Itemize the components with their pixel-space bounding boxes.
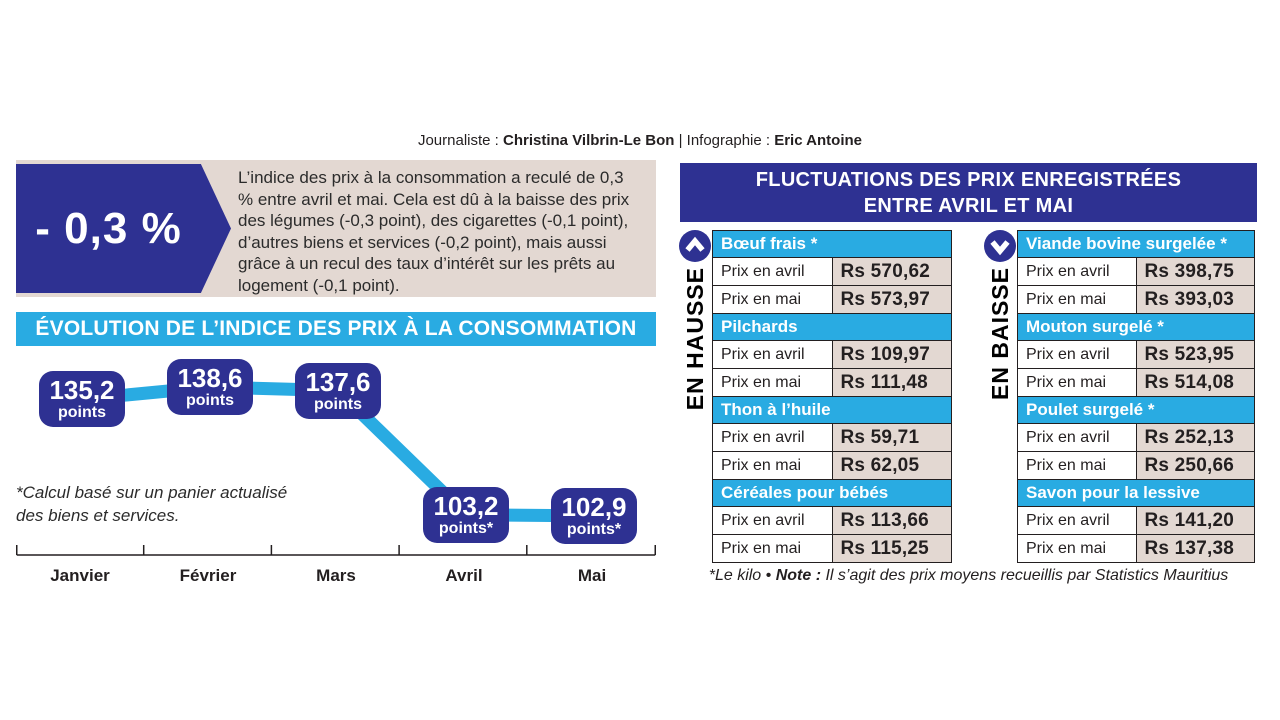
data-point-unit: points xyxy=(314,395,362,413)
row-label: Prix en mai xyxy=(712,451,833,480)
kilo-note-bold: Note : xyxy=(775,567,826,584)
price-value: Rs 398,75 xyxy=(1135,257,1255,286)
data-point-value: 103,2 xyxy=(433,490,499,521)
data-point-badge: 102,9 points* xyxy=(551,487,637,544)
chart-footnote: *Calcul basé sur un panier actualisé des… xyxy=(16,481,316,527)
data-point-value: 138,6 xyxy=(177,363,243,393)
row-label: Prix en avril xyxy=(1017,340,1137,369)
category-header: Mouton surgelé * xyxy=(1017,313,1255,341)
price-value: Rs 62,05 xyxy=(831,451,952,480)
intro-box: - 0,3 % L’indice des prix à la consommat… xyxy=(16,160,656,297)
row-label: Prix en mai xyxy=(712,285,833,314)
row-label: Prix en avril xyxy=(1017,257,1137,286)
category-header: Savon pour la lessive xyxy=(1017,479,1255,507)
price-value: Rs 250,66 xyxy=(1135,451,1255,480)
byline-separator: | xyxy=(674,132,687,149)
data-point-unit: points* xyxy=(438,519,494,537)
row-label: Prix en avril xyxy=(1017,506,1137,535)
category-header: Viande bovine surgelée * xyxy=(1017,230,1255,258)
decrease-table: Viande bovine surgelée * Prix en avril Rs … xyxy=(1017,230,1255,563)
row-label: Prix en mai xyxy=(712,368,833,397)
category-header: Pilchards xyxy=(712,313,952,341)
price-value: Rs 393,03 xyxy=(1135,285,1255,314)
data-point-value: 137,6 xyxy=(305,366,371,397)
byline-infographic-label: Infographie : xyxy=(686,132,775,149)
row-label: Prix en avril xyxy=(1017,423,1137,452)
row-label: Prix en avril xyxy=(712,423,833,452)
percent-change-badge: - 0,3 % xyxy=(16,164,231,293)
chart-footnote-line1: *Calcul basé sur un panier actualisé xyxy=(16,483,288,502)
data-point-unit: points xyxy=(58,404,106,422)
x-axis-label: Mars xyxy=(316,566,356,585)
kilo-note-prefix: *Le kilo • xyxy=(708,567,776,584)
price-value: Rs 252,13 xyxy=(1135,423,1255,452)
x-axis-label: Février xyxy=(179,566,237,585)
chart-footnote-line2: des biens et services. xyxy=(16,506,180,525)
price-value: Rs 115,25 xyxy=(831,534,952,563)
increase-side-label: EN HAUSSE xyxy=(678,230,712,410)
byline-journalist-label: Journaliste : xyxy=(417,132,504,149)
row-label: Prix en avril xyxy=(712,340,833,369)
row-label: Prix en avril xyxy=(712,257,833,286)
row-label: Prix en avril xyxy=(712,506,833,535)
data-point-value: 135,2 xyxy=(49,375,115,406)
byline: Journaliste : Christina Vilbrin-Le Bon |… xyxy=(0,132,1280,149)
byline-infographic-name: Eric Antoine xyxy=(774,132,863,149)
arrow-down-icon xyxy=(984,230,1016,262)
price-value: Rs 59,71 xyxy=(831,423,952,452)
row-label: Prix en mai xyxy=(1017,451,1137,480)
x-axis-label: Janvier xyxy=(50,566,110,585)
price-value: Rs 113,66 xyxy=(831,506,952,535)
price-value: Rs 111,48 xyxy=(831,368,952,397)
data-point-badge: 135,2 points xyxy=(39,371,125,428)
category-header: Poulet surgelé * xyxy=(1017,396,1255,424)
price-value: Rs 514,08 xyxy=(1135,368,1255,397)
byline-journalist-name: Christina Vilbrin-Le Bon xyxy=(503,132,675,149)
data-point-unit: points xyxy=(186,392,234,409)
category-header: Thon à l’huile xyxy=(712,396,952,424)
price-value: Rs 570,62 xyxy=(831,257,952,286)
fluctuations-title-line2: ENTRE AVRIL ET MAI xyxy=(863,194,1074,217)
data-point-badge: 138,6 points xyxy=(167,359,253,415)
decrease-side-label: EN BAISSE xyxy=(983,230,1017,400)
price-value: Rs 573,97 xyxy=(831,285,952,314)
chart-title: ÉVOLUTION DE L’INDICE DES PRIX À LA CONS… xyxy=(16,312,656,346)
row-label: Prix en mai xyxy=(1017,534,1137,563)
row-label: Prix en mai xyxy=(1017,368,1137,397)
data-point-unit: points* xyxy=(566,520,622,538)
arrow-up-icon xyxy=(679,230,711,262)
fluctuations-title-line1: FLUCTUATIONS DES PRIX ENREGISTRÉES xyxy=(755,168,1182,191)
increase-table: Bœuf frais * Prix en avril Rs 570,62 Prix e… xyxy=(712,230,952,563)
kilo-note: *Le kilo • Note : Il s’agit des prix moy… xyxy=(680,567,1257,585)
decrease-label: EN BAISSE xyxy=(986,267,1013,400)
price-value: Rs 141,20 xyxy=(1135,506,1255,535)
fluctuations-title: FLUCTUATIONS DES PRIX ENREGISTRÉES ENTRE… xyxy=(680,163,1257,222)
percent-change-value: - 0,3 % xyxy=(35,203,182,253)
category-header: Céréales pour bébés xyxy=(712,479,952,507)
increase-label: EN HAUSSE xyxy=(681,267,708,411)
data-point-badge: 137,6 points xyxy=(295,362,381,419)
data-point-badge: 103,2 points* xyxy=(423,486,509,543)
row-label: Prix en mai xyxy=(712,534,833,563)
data-point-value: 102,9 xyxy=(561,491,627,522)
intro-paragraph: L’indice des prix à la consommation a re… xyxy=(238,168,630,295)
category-header: Bœuf frais * xyxy=(712,230,952,258)
row-label: Prix en mai xyxy=(1017,285,1137,314)
x-axis-label: Mai xyxy=(577,566,607,585)
price-value: Rs 137,38 xyxy=(1135,534,1255,563)
x-axis-label: Avril xyxy=(445,566,483,585)
price-value: Rs 523,95 xyxy=(1135,340,1255,369)
kilo-note-rest: Il s’agit des prix moyens recueillis par… xyxy=(825,567,1229,584)
price-index-chart: *Calcul basé sur un panier actualisé des… xyxy=(16,355,656,590)
price-decrease-group: EN BAISSE Viande bovine surgelée * Prix e… xyxy=(983,230,1255,563)
price-increase-group: EN HAUSSE Bœuf frais * Prix en avril Rs 57… xyxy=(678,230,952,563)
price-value: Rs 109,97 xyxy=(831,340,952,369)
